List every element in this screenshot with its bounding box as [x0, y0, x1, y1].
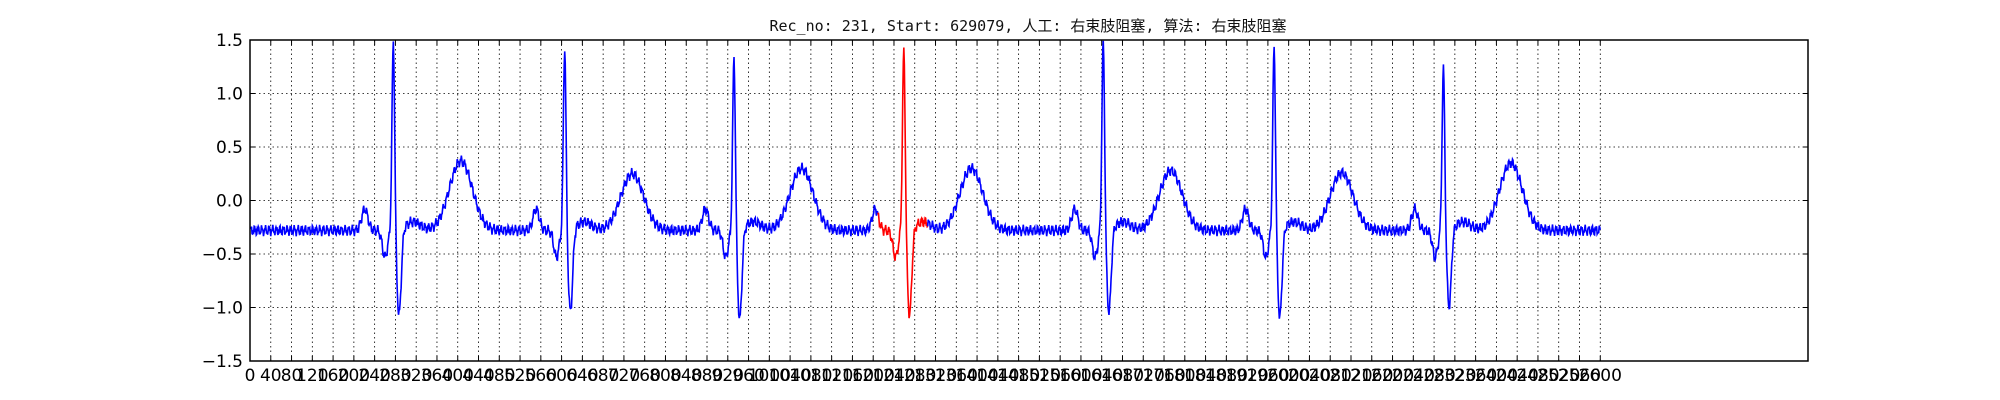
ticks: 0 40 8012016020024028032036040044048052056…: [202, 31, 1808, 386]
x-tick-label: 720: [608, 366, 640, 386]
x-tick-label: 2080: [1309, 366, 1352, 386]
x-tick-label: 520: [504, 366, 536, 386]
x-tick-label: 2560: [1558, 366, 1601, 386]
x-tick-label: 1400: [955, 366, 998, 386]
x-tick-label: 680: [587, 366, 619, 386]
x-tick-label: 2400: [1475, 366, 1518, 386]
x-tick-label: 1240: [872, 366, 915, 386]
x-tick-label: 1840: [1184, 366, 1227, 386]
y-tick-label: 1.5: [216, 31, 243, 51]
chart-title: Rec_no: 231, Start: 629079, 人工: 右束肢阻塞, 算…: [769, 17, 1286, 35]
x-tick-label: 1320: [914, 366, 957, 386]
x-tick-label: 2040: [1288, 366, 1331, 386]
x-tick-label: 1880: [1205, 366, 1248, 386]
x-tick-label: 1360: [935, 366, 978, 386]
x-tick-label: 360: [421, 366, 453, 386]
ecg-line-segment: [249, 41, 879, 319]
grid: [250, 40, 1808, 361]
x-tick-label: 240: [358, 366, 390, 386]
x-tick-label: 920: [712, 366, 744, 386]
x-tick-label: 160: [317, 366, 349, 386]
x-tick-label: 1920: [1225, 366, 1268, 386]
x-tick-label: 280: [379, 366, 411, 386]
x-tick-label: 1680: [1101, 366, 1144, 386]
x-tick-label: 2240: [1392, 366, 1435, 386]
x-tick-label: 1960: [1246, 366, 1289, 386]
x-tick-label: 1040: [768, 366, 811, 386]
x-tick-label: 2440: [1496, 366, 1539, 386]
y-tick-label: −0.5: [202, 245, 243, 265]
x-tick-label: 1280: [893, 366, 936, 386]
x-tick-label: 2200: [1371, 366, 1414, 386]
x-tick-label: 1160: [831, 366, 874, 386]
x-tick-label: 1080: [789, 366, 832, 386]
x-tick-label: 0: [245, 366, 256, 386]
x-tick-label: 960: [732, 366, 764, 386]
x-tick-label: 120: [296, 366, 328, 386]
x-tick-label: 840: [670, 366, 702, 386]
x-tick-label: 1560: [1039, 366, 1082, 386]
x-tick-label: 800: [649, 366, 681, 386]
ecg-highlight-beat: [877, 47, 929, 319]
x-tick-label: 320: [400, 366, 432, 386]
x-tick-label: 760: [628, 366, 660, 386]
x-tick-label: 2480: [1516, 366, 1559, 386]
x-tick-label: 2520: [1537, 366, 1580, 386]
x-tick-label: 2000: [1267, 366, 1310, 386]
x-tick-label: 1480: [997, 366, 1040, 386]
x-tick-label: 1600: [1059, 366, 1102, 386]
x-tick-label: 400: [442, 366, 474, 386]
x-tick-label: 1760: [1142, 366, 1185, 386]
x-tick-label: 1800: [1163, 366, 1206, 386]
x-tick-label: 2280: [1412, 366, 1455, 386]
x-tick-label: 2160: [1350, 366, 1393, 386]
x-tick-label: 440: [462, 366, 494, 386]
x-tick-label: 880: [691, 366, 723, 386]
x-tick-label: 2600: [1579, 366, 1622, 386]
y-tick-label: −1.5: [202, 352, 243, 372]
x-tick-label: 1440: [976, 366, 1019, 386]
x-tick-label: 80: [281, 366, 303, 386]
x-tick-label: 2360: [1454, 366, 1497, 386]
y-tick-label: 1.0: [216, 85, 243, 105]
x-tick-label: 480: [483, 366, 515, 386]
y-tick-label: 0.5: [216, 138, 243, 158]
x-tick-label: 2120: [1329, 366, 1372, 386]
x-tick-label: 560: [525, 366, 557, 386]
x-tick-label: 200: [338, 366, 370, 386]
x-tick-label: 1720: [1122, 366, 1165, 386]
x-tick-label: 1000: [748, 366, 791, 386]
x-tick-label: 640: [566, 366, 598, 386]
y-tick-label: 0.0: [216, 192, 243, 212]
x-tick-label: 40: [260, 366, 282, 386]
x-tick-label: 1640: [1080, 366, 1123, 386]
series-layer: [249, 40, 1602, 319]
ecg-line-segment: [926, 40, 1602, 319]
x-tick-label: 1520: [1018, 366, 1061, 386]
x-tick-label: 1120: [810, 366, 853, 386]
y-tick-label: −1.0: [202, 299, 243, 319]
x-tick-label: 2320: [1433, 366, 1476, 386]
x-tick-label: 600: [545, 366, 577, 386]
x-tick-label: 1200: [852, 366, 895, 386]
